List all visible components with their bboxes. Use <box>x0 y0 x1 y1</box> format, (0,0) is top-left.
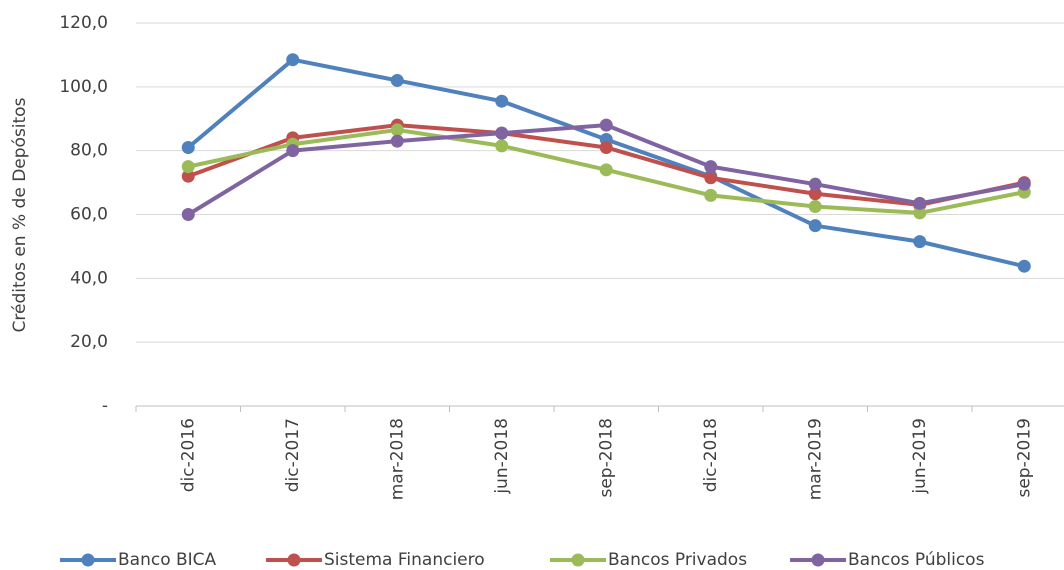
point <box>808 200 822 214</box>
point <box>913 206 927 220</box>
point <box>599 163 613 177</box>
legend-label: Bancos Privados <box>608 550 747 570</box>
point <box>704 188 718 202</box>
x-tick-label: sep-2019 <box>1014 418 1034 498</box>
series-line <box>186 57 1025 269</box>
point <box>390 123 404 137</box>
x-tick-label: sep-2018 <box>596 418 616 498</box>
point <box>808 219 822 233</box>
point <box>495 126 509 140</box>
y-tick-label: 100,0 <box>59 77 108 97</box>
point <box>808 187 822 201</box>
point <box>1017 177 1031 191</box>
legend-label: Bancos Públicos <box>848 550 985 570</box>
y-tick-label: 60,0 <box>70 205 108 225</box>
x-tick-label: dic-2016 <box>178 418 198 492</box>
point <box>390 73 404 87</box>
point <box>181 208 195 221</box>
legend-marker <box>571 553 585 567</box>
x-tick-label: jun-2019 <box>910 418 930 495</box>
x-tick-label: mar-2019 <box>805 418 825 500</box>
y-tick-label: 20,0 <box>70 332 108 352</box>
point <box>599 140 613 154</box>
legend-label: Sistema Financiero <box>324 550 485 570</box>
y-tick-label: 40,0 <box>70 268 108 288</box>
point <box>286 144 300 158</box>
y-tick-label: 80,0 <box>70 141 108 161</box>
point <box>286 53 300 67</box>
point <box>181 169 195 183</box>
y-tick-label: 120,0 <box>59 13 108 33</box>
point <box>390 134 404 148</box>
legend-marker <box>81 553 95 567</box>
point <box>181 160 195 174</box>
y-axis-label: Créditos en % de Depósitos <box>10 97 30 332</box>
point <box>913 235 927 249</box>
point <box>495 94 509 108</box>
point <box>495 139 509 153</box>
x-tick-label: mar-2018 <box>387 418 407 500</box>
legend-label: Banco BICA <box>118 550 217 570</box>
point <box>704 171 718 185</box>
legend-marker <box>811 553 825 567</box>
point <box>704 160 718 174</box>
x-tick-label: dic-2017 <box>283 418 303 492</box>
point <box>181 140 195 154</box>
point <box>808 177 822 191</box>
point <box>599 118 613 132</box>
point <box>913 196 927 210</box>
x-tick-label: jun-2018 <box>492 418 512 495</box>
point <box>1017 259 1031 273</box>
x-tick-label: dic-2018 <box>701 418 721 492</box>
y-tick-label: - <box>102 396 108 416</box>
legend-marker <box>287 553 301 567</box>
